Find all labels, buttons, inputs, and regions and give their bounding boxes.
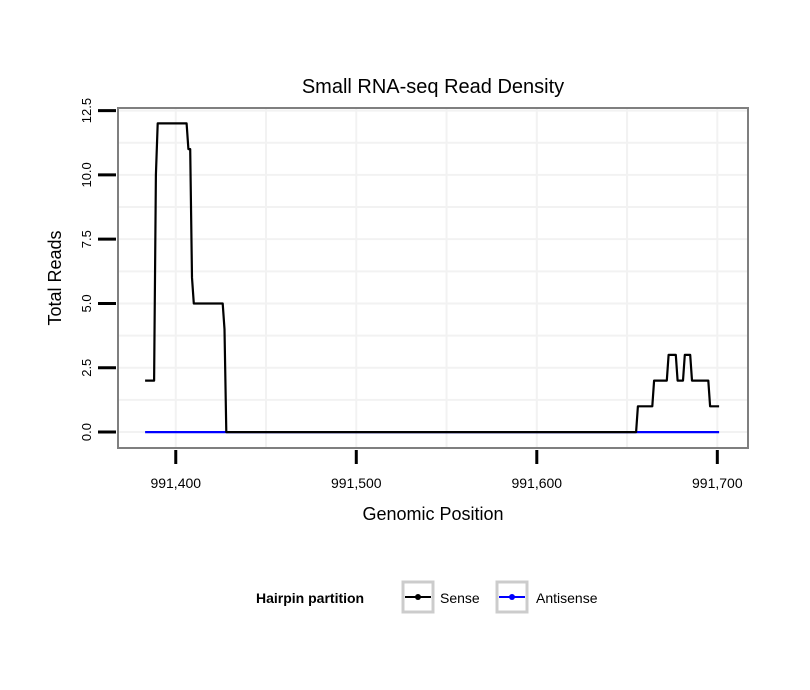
- y-axis-label: Total Reads: [45, 230, 65, 325]
- series-group: [145, 122, 720, 434]
- y-tick-label: 10.0: [79, 162, 94, 187]
- x-tick-label: 991,700: [692, 475, 743, 491]
- x-tick-label: 991,600: [511, 475, 562, 491]
- legend-title: Hairpin partition: [256, 590, 364, 606]
- y-tick-label: 12.5: [79, 98, 94, 123]
- plot-panel-border: [117, 107, 749, 449]
- series-line-sense: [145, 122, 720, 434]
- x-tick-label: 991,400: [150, 475, 201, 491]
- legend-label-sense: Sense: [440, 590, 480, 606]
- legend-point-sense: [415, 594, 421, 600]
- y-tick-label: 7.5: [79, 230, 94, 248]
- x-axis-label: Genomic Position: [362, 504, 503, 524]
- axes: 991,400 991,500 991,600 991,700 0.0 2.5 5.0 7.5…: [79, 98, 743, 491]
- y-tick-label: 0.0: [79, 423, 94, 441]
- legend-label-antisense: Antisense: [536, 590, 598, 606]
- legend: Hairpin partition Sense Antisense: [256, 580, 598, 614]
- grid: [118, 108, 748, 448]
- y-tick-label: 5.0: [79, 294, 94, 312]
- legend-point-antisense: [509, 594, 515, 600]
- y-tick-label: 2.5: [79, 359, 94, 377]
- chart-title: Small RNA-seq Read Density: [302, 76, 564, 98]
- x-tick-label: 991,500: [331, 475, 382, 491]
